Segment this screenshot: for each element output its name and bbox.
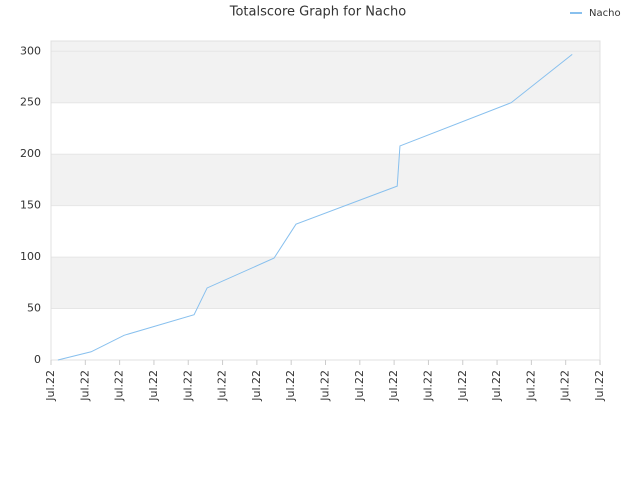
x-tick-label: Jul.22 xyxy=(44,370,57,402)
x-tick-label: Jul.22 xyxy=(387,370,400,402)
x-tick-label: Jul.22 xyxy=(113,370,126,402)
chart-title: Totalscore Graph for Nacho xyxy=(229,5,407,20)
x-tick-label: Jul.22 xyxy=(490,370,503,402)
x-tick-label: Jul.22 xyxy=(319,370,332,402)
x-tick-label: Jul.22 xyxy=(147,370,160,402)
plot-band xyxy=(51,51,600,103)
y-tick-label: 300 xyxy=(20,44,41,57)
x-tick-label: Jul.22 xyxy=(250,370,263,402)
y-tick-label: 100 xyxy=(20,250,41,263)
plot-band xyxy=(51,154,600,206)
plot-band xyxy=(51,41,600,52)
x-tick-label: Jul.22 xyxy=(421,370,434,402)
x-tick-label: Jul.22 xyxy=(284,370,297,402)
x-tick-label: Jul.22 xyxy=(559,370,572,402)
x-tick-label: Jul.22 xyxy=(456,370,469,402)
x-tick-label: Jul.22 xyxy=(593,370,606,402)
y-tick-label: 150 xyxy=(20,199,41,212)
y-tick-label: 50 xyxy=(27,302,41,315)
x-tick-label: Jul.22 xyxy=(524,370,537,402)
y-tick-label: 250 xyxy=(20,96,41,109)
line xyxy=(57,53,573,361)
x-tick-label: Jul.22 xyxy=(353,370,366,402)
x-tick-label: Jul.22 xyxy=(78,370,91,402)
y-tick-label: 200 xyxy=(20,147,41,160)
x-tick-label: Jul.22 xyxy=(181,370,194,402)
y-tick-label: 0 xyxy=(34,353,41,366)
x-tick-label: Jul.22 xyxy=(216,370,229,402)
legend-label: Nacho xyxy=(589,8,621,19)
plot-band xyxy=(51,257,600,309)
